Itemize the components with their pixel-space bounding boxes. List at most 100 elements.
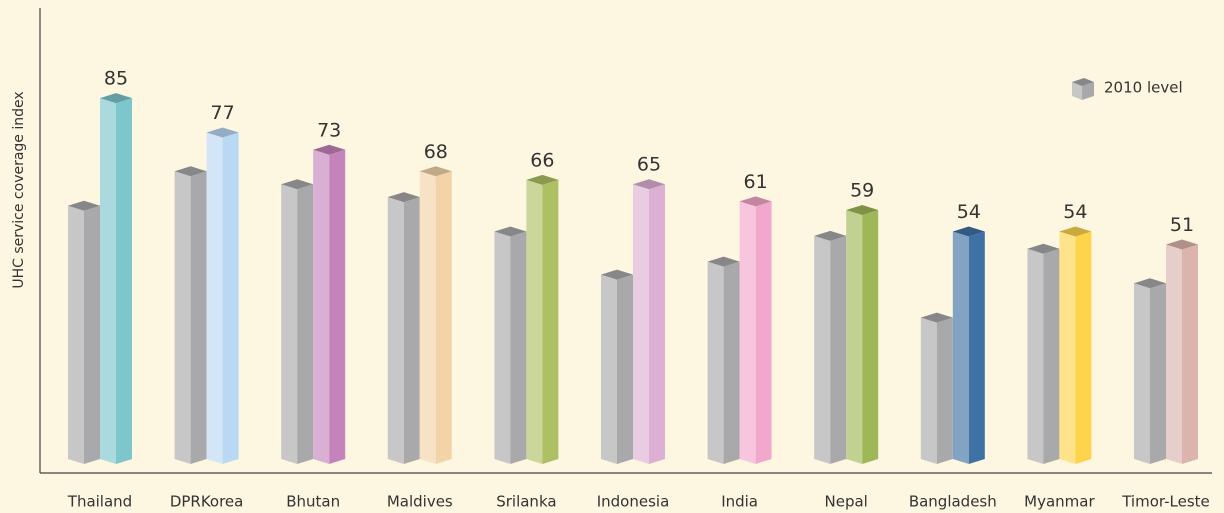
bar-top bbox=[814, 230, 847, 241]
bar-front bbox=[952, 231, 969, 464]
bar-front bbox=[1059, 231, 1076, 464]
legend-front bbox=[1072, 82, 1082, 100]
value-label: 68 bbox=[424, 141, 448, 163]
bar-top bbox=[952, 226, 985, 237]
bar-side bbox=[1075, 231, 1092, 464]
bar bbox=[1166, 239, 1198, 464]
bar bbox=[387, 192, 420, 464]
bar-side bbox=[329, 149, 346, 464]
bar-side bbox=[116, 98, 132, 464]
bar bbox=[281, 179, 314, 464]
bar-top bbox=[739, 196, 772, 207]
x-tick-label: Maldives bbox=[387, 493, 453, 511]
value-label: 85 bbox=[104, 68, 128, 90]
x-tick-label: India bbox=[721, 493, 758, 511]
bar bbox=[206, 127, 239, 465]
bar-front bbox=[707, 261, 724, 464]
bar-front bbox=[1166, 244, 1182, 464]
bar bbox=[419, 166, 452, 464]
bar-side bbox=[297, 184, 314, 464]
value-label: 54 bbox=[1063, 201, 1087, 223]
bar-front bbox=[281, 184, 298, 464]
bar-side bbox=[649, 184, 665, 464]
bar-front bbox=[526, 179, 543, 464]
bar-top bbox=[601, 269, 633, 280]
bar-top bbox=[1059, 226, 1092, 237]
bar-top bbox=[313, 144, 346, 155]
y-axis-label: UHC service coverage index bbox=[11, 91, 27, 288]
bar-front bbox=[387, 197, 404, 464]
x-tick-label: Nepal bbox=[825, 493, 868, 511]
bar-front bbox=[920, 317, 937, 464]
bar-side bbox=[723, 261, 740, 464]
bar-top bbox=[1027, 243, 1060, 254]
bar-side bbox=[755, 201, 772, 464]
value-label: 54 bbox=[957, 201, 981, 223]
bar-side bbox=[542, 179, 559, 464]
bar-side bbox=[84, 205, 100, 464]
bar-side bbox=[403, 197, 420, 464]
bar-front bbox=[1027, 248, 1044, 464]
bar-front bbox=[846, 210, 863, 464]
bar-top bbox=[206, 127, 239, 138]
bar-side bbox=[1182, 244, 1198, 464]
bar bbox=[100, 93, 132, 464]
bar-top bbox=[846, 205, 879, 216]
bar-front bbox=[494, 231, 511, 464]
bar-top bbox=[707, 256, 740, 267]
bar bbox=[814, 230, 847, 464]
bar-side bbox=[1150, 283, 1166, 464]
bar-side bbox=[190, 171, 207, 464]
bar-side bbox=[510, 231, 527, 464]
bar bbox=[526, 174, 559, 464]
bar-top bbox=[419, 166, 452, 177]
bar-front bbox=[313, 149, 330, 464]
bar-front bbox=[206, 132, 223, 465]
x-tick-label: Bhutan bbox=[286, 493, 340, 511]
bar-top bbox=[387, 192, 420, 203]
bar-front bbox=[739, 201, 756, 464]
x-tick-label: Timor-Leste bbox=[1121, 493, 1210, 511]
x-tick-label: DPRKorea bbox=[170, 493, 244, 511]
bar bbox=[494, 226, 527, 464]
bar bbox=[1134, 278, 1166, 464]
value-label: 73 bbox=[317, 119, 341, 141]
bar-front bbox=[68, 205, 84, 464]
bar-front bbox=[100, 98, 116, 464]
value-label: 61 bbox=[744, 171, 768, 193]
bar bbox=[1027, 243, 1060, 464]
legend-top bbox=[1072, 78, 1094, 86]
bar-side bbox=[617, 274, 633, 464]
bar bbox=[707, 256, 740, 464]
bar-top bbox=[68, 200, 100, 211]
value-label: 65 bbox=[637, 154, 661, 176]
bar-top bbox=[633, 179, 665, 190]
bar-side bbox=[968, 231, 985, 464]
bar-front bbox=[633, 184, 649, 464]
bar-front bbox=[174, 171, 191, 464]
bar bbox=[633, 179, 665, 464]
bar-front bbox=[814, 235, 831, 464]
bar-side bbox=[1043, 248, 1060, 464]
bar-side bbox=[435, 171, 452, 464]
value-label: 66 bbox=[530, 149, 554, 171]
bar-top bbox=[494, 226, 527, 237]
bar-side bbox=[936, 317, 953, 464]
bar bbox=[601, 269, 633, 464]
bar bbox=[313, 144, 346, 464]
bar bbox=[952, 226, 985, 464]
bar-side bbox=[862, 210, 879, 464]
legend-swatch bbox=[1072, 78, 1094, 100]
bar bbox=[1059, 226, 1092, 464]
bar-front bbox=[1134, 283, 1150, 464]
bar-top bbox=[1134, 278, 1166, 289]
bar-front bbox=[419, 171, 436, 464]
bar bbox=[739, 196, 772, 464]
x-tick-label: Srilanka bbox=[496, 493, 556, 511]
bar-top bbox=[174, 166, 207, 177]
legend-side bbox=[1082, 82, 1094, 100]
bar-side bbox=[222, 132, 239, 465]
bar-top bbox=[526, 174, 559, 185]
x-tick-label: Myanmar bbox=[1024, 493, 1095, 511]
